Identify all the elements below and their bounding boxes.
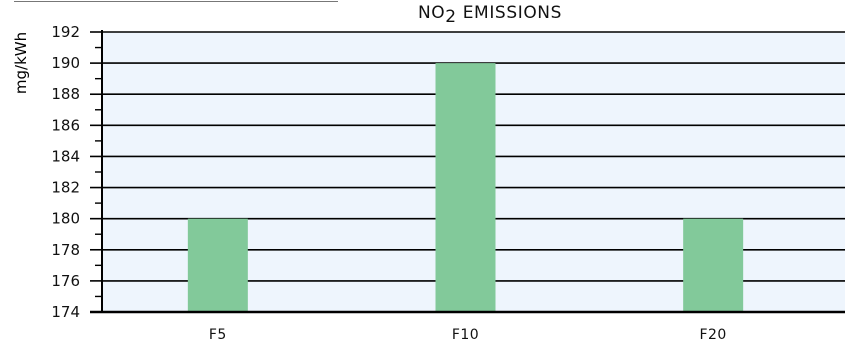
x-axis-labels: F5 F10 F20 [209, 327, 727, 343]
chart-title: NO2 EMISSIONS [417, 3, 563, 27]
y-tick-label: 178 [51, 241, 80, 259]
y-tick-label: 182 [51, 179, 80, 197]
x-tick-label: F5 [209, 327, 227, 343]
bar-f5 [187, 218, 248, 312]
y-tick-label: 192 [51, 23, 80, 41]
y-tick-label: 190 [51, 54, 80, 72]
y-tick-label: 184 [51, 147, 80, 165]
x-tick-label: F20 [699, 327, 726, 343]
y-tick-label: 180 [51, 210, 80, 228]
y-tick-label: 188 [51, 85, 80, 103]
y-tick-label: 174 [51, 303, 80, 321]
bars [187, 63, 744, 312]
y-tick-label: 186 [51, 116, 80, 134]
bar-f10 [435, 63, 496, 312]
bar-f20 [683, 218, 744, 312]
x-tick-label: F10 [452, 327, 479, 343]
header-divider [14, 1, 338, 2]
y-tick-label: 176 [51, 272, 80, 290]
y-axis-ticks: 174 176 178 180 182 184 186 188 190 192 [51, 23, 102, 321]
